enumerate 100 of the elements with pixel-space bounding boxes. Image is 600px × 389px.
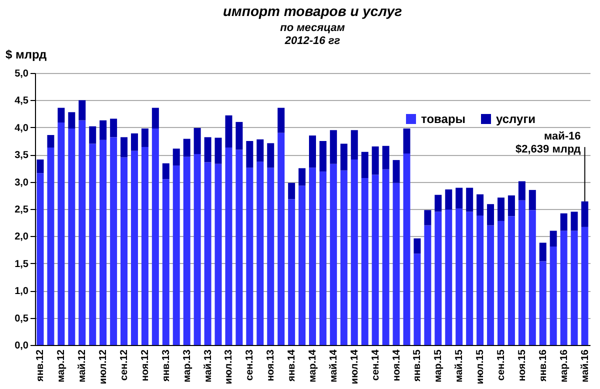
bar: [319, 141, 326, 172]
bar: [256, 139, 264, 162]
bar: [267, 168, 274, 345]
bar: [330, 164, 337, 345]
bar: [550, 246, 557, 345]
bar: [581, 201, 588, 227]
bar: [298, 168, 306, 186]
bar: [456, 208, 463, 345]
bar: [466, 188, 474, 212]
bar: [172, 148, 180, 166]
bar: [236, 150, 243, 345]
x-tick-label: июл.12: [98, 349, 110, 384]
bar: [130, 150, 138, 345]
legend-label: товары: [421, 112, 466, 126]
bar: [204, 137, 212, 162]
bar: [78, 100, 86, 120]
bar: [225, 115, 232, 148]
y-tick-label: 2,0: [14, 232, 29, 243]
x-tick-label: май.13: [202, 349, 214, 382]
bar: [414, 254, 421, 345]
bar: [340, 144, 348, 170]
bar: [194, 128, 201, 154]
bar: [100, 120, 107, 140]
bar: [58, 122, 65, 345]
bar: [288, 182, 296, 200]
bar: [78, 120, 86, 345]
bar: [278, 108, 285, 133]
bar: [560, 230, 568, 345]
bar: [120, 137, 128, 158]
y-tick-label: 0,5: [14, 313, 29, 324]
x-tick-label: янв.15: [412, 349, 424, 382]
bar: [372, 174, 379, 345]
x-tick-label: сен.12: [119, 349, 130, 381]
bar: [570, 230, 578, 345]
y-tick-label: 1,5: [14, 258, 29, 270]
bar: [319, 171, 326, 345]
bar: [424, 210, 432, 226]
bar: [183, 138, 190, 157]
x-tick-label: ноя.15: [516, 349, 528, 382]
chart-title: импорт товаров и услуг: [222, 3, 403, 19]
bar: [445, 210, 452, 345]
bar: [225, 148, 232, 345]
x-tick-label: июл.13: [224, 349, 235, 384]
bar: [183, 156, 190, 345]
bar: [560, 213, 568, 231]
bar: [445, 189, 452, 210]
annotation: май-16 $2,639 млрд: [516, 130, 581, 156]
bar: [508, 195, 515, 216]
x-tick-label: май.16: [580, 349, 591, 382]
bar: [152, 108, 159, 128]
x-tick-label: сен.13: [244, 349, 256, 381]
bar: [487, 225, 494, 345]
bar: [47, 148, 54, 345]
bar: [497, 198, 504, 221]
bar: [372, 146, 379, 175]
bar: [204, 162, 212, 345]
bar: [392, 182, 400, 345]
bar: [89, 144, 96, 345]
bar: [581, 226, 588, 345]
y-tick-label: 1,0: [14, 286, 29, 298]
bar: [214, 164, 222, 345]
bar: [141, 146, 148, 345]
bar: [570, 212, 578, 231]
bar: [309, 168, 316, 345]
bar: [267, 143, 274, 168]
x-tick-label: мар.12: [56, 349, 68, 382]
bar: [110, 118, 118, 138]
bar: [214, 138, 222, 164]
x-tick-label: янв.14: [286, 349, 298, 382]
bar: [497, 220, 504, 345]
legend-label: услуги: [496, 112, 536, 126]
y-tick-label: 0,0: [14, 340, 29, 352]
bar: [434, 212, 442, 345]
bar: [288, 199, 296, 345]
bar: [68, 128, 76, 345]
bar: [466, 212, 474, 345]
x-tick-label: ноя.12: [140, 349, 151, 382]
bar: [476, 194, 484, 216]
bar: [162, 179, 170, 345]
bar: [361, 178, 368, 345]
bar: [528, 210, 536, 345]
bar: [330, 130, 337, 164]
bar: [361, 152, 368, 178]
bar: [152, 128, 159, 345]
bar: [434, 194, 442, 212]
bar: [340, 170, 348, 345]
bar: [120, 157, 128, 345]
bar: [130, 133, 138, 151]
bar: [194, 154, 201, 345]
bar: [528, 190, 536, 210]
bar: [141, 128, 148, 147]
x-tick-label: ноя.13: [266, 349, 277, 382]
bar: [476, 216, 484, 345]
bar: [236, 122, 243, 150]
x-tick-label: май.14: [328, 349, 340, 382]
bar: [246, 141, 254, 168]
bar: [298, 186, 306, 345]
chart-subtitle: по месяцам 2012-16 гг: [280, 22, 345, 47]
bar: [518, 181, 526, 200]
x-tick-label: янв.16: [538, 349, 549, 382]
